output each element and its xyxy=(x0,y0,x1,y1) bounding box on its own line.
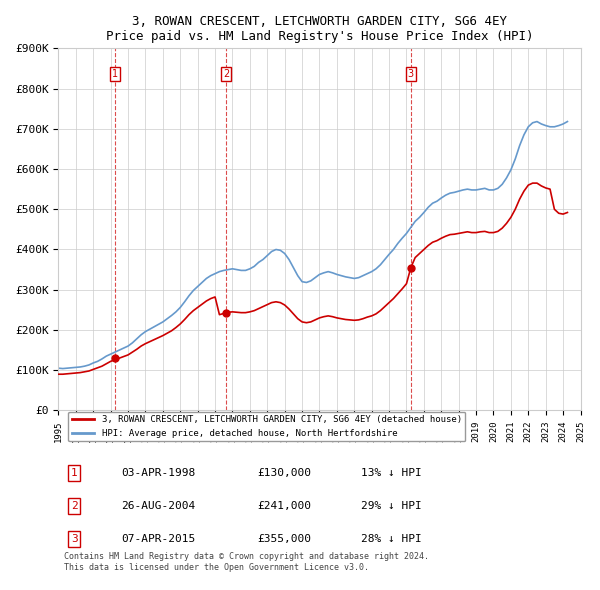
Text: £241,000: £241,000 xyxy=(257,501,311,511)
Text: 26-AUG-2004: 26-AUG-2004 xyxy=(121,501,196,511)
Text: 1: 1 xyxy=(71,468,77,478)
Text: 3: 3 xyxy=(71,534,77,544)
Text: 03-APR-1998: 03-APR-1998 xyxy=(121,468,196,478)
Text: 07-APR-2015: 07-APR-2015 xyxy=(121,534,196,544)
Text: 3: 3 xyxy=(408,68,414,78)
Text: 1: 1 xyxy=(112,68,118,78)
Title: 3, ROWAN CRESCENT, LETCHWORTH GARDEN CITY, SG6 4EY
Price paid vs. HM Land Regist: 3, ROWAN CRESCENT, LETCHWORTH GARDEN CIT… xyxy=(106,15,533,43)
Text: £355,000: £355,000 xyxy=(257,534,311,544)
Text: 13% ↓ HPI: 13% ↓ HPI xyxy=(361,468,422,478)
Text: 2: 2 xyxy=(71,501,77,511)
Text: 2: 2 xyxy=(223,68,230,78)
Text: £130,000: £130,000 xyxy=(257,468,311,478)
Text: 29% ↓ HPI: 29% ↓ HPI xyxy=(361,501,422,511)
Text: Contains HM Land Registry data © Crown copyright and database right 2024.
This d: Contains HM Land Registry data © Crown c… xyxy=(64,552,428,572)
Text: 28% ↓ HPI: 28% ↓ HPI xyxy=(361,534,422,544)
Legend: 3, ROWAN CRESCENT, LETCHWORTH GARDEN CITY, SG6 4EY (detached house), HPI: Averag: 3, ROWAN CRESCENT, LETCHWORTH GARDEN CIT… xyxy=(68,412,466,441)
